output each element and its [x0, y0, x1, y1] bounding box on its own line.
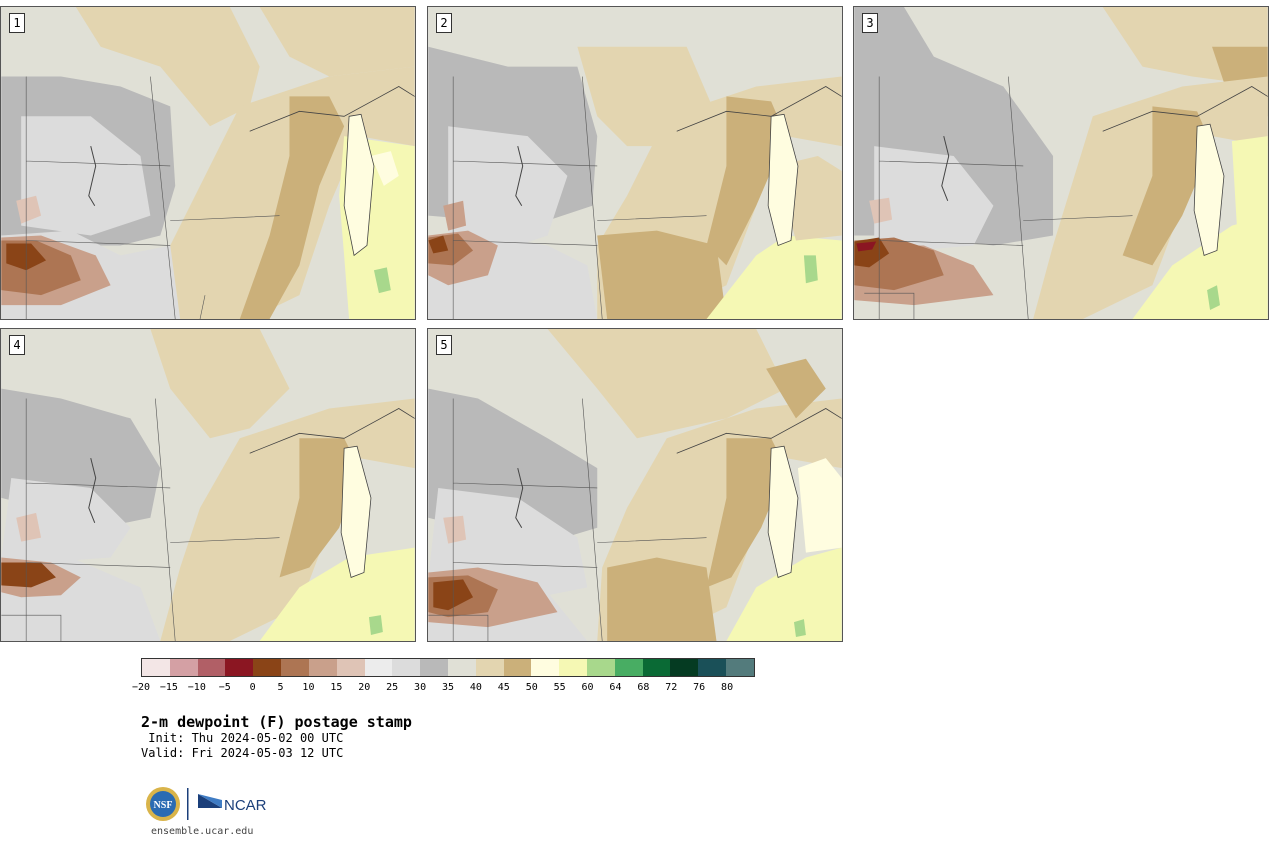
- colorbar-swatch: [559, 659, 587, 676]
- colorbar-tick-label: −20: [131, 682, 151, 693]
- nsf-logo: NSF: [146, 787, 180, 821]
- panel-number: 1: [9, 13, 25, 33]
- colorbar-tick-label: 60: [581, 682, 594, 693]
- colorbar-tick-label: 72: [665, 682, 678, 693]
- colorbar-tick-label: 10: [302, 682, 315, 693]
- colorbar-tick-label: 35: [441, 682, 455, 693]
- panel-number: 5: [436, 335, 452, 355]
- map-panel-1[interactable]: 1: [0, 6, 416, 320]
- dewpoint-map: [1, 329, 415, 641]
- nsf-logo-text: NSF: [154, 800, 173, 811]
- colorbar-tick-label: −5: [218, 682, 231, 693]
- colorbar-tick-label: 45: [497, 682, 510, 693]
- colorbar-tick-label: 5: [277, 682, 284, 693]
- dewpoint-map: [428, 329, 842, 641]
- colorbar-swatch: [364, 659, 393, 676]
- sponsor-logos: NSF NCAR: [145, 786, 275, 822]
- dewpoint-map: [1, 7, 415, 319]
- colorbar-swatch: [142, 659, 170, 676]
- colorbar-tick-label: 80: [721, 682, 734, 693]
- colorbar-tick-label: −15: [159, 682, 178, 693]
- colorbar-tick-label: 40: [469, 682, 482, 693]
- dewpoint-colorbar: [141, 658, 755, 677]
- colorbar-swatch: [225, 659, 254, 676]
- ncar-logo: NCAR: [198, 794, 267, 814]
- colorbar-tick-label: 68: [637, 682, 650, 693]
- valid-time: Valid: Fri 2024-05-03 12 UTC: [141, 746, 344, 760]
- map-panel-2[interactable]: 2: [427, 6, 843, 320]
- colorbar-swatch: [392, 659, 421, 676]
- colorbar-tick-label: 50: [525, 682, 538, 693]
- map-panel-3[interactable]: 3: [853, 6, 1269, 320]
- panel-number: 4: [9, 335, 25, 355]
- colorbar-swatch: [726, 659, 754, 676]
- dewpoint-map: [854, 7, 1268, 319]
- colorbar-swatch: [531, 659, 560, 676]
- colorbar-swatch: [308, 659, 337, 676]
- colorbar-swatch: [475, 659, 504, 676]
- colorbar-tick-label: 55: [553, 682, 566, 693]
- colorbar-tick-label: 25: [386, 682, 399, 693]
- colorbar-tick-label: 30: [414, 682, 427, 693]
- colorbar-swatch: [670, 659, 699, 676]
- colorbar-swatch: [614, 659, 643, 676]
- map-panel-4[interactable]: 4: [0, 328, 416, 642]
- figure-title: 2-m dewpoint (F) postage stamp: [141, 713, 412, 731]
- init-time: Init: Thu 2024-05-02 00 UTC: [141, 731, 344, 745]
- ncar-logo-text: NCAR: [224, 797, 267, 814]
- colorbar-tick-label: 64: [609, 682, 622, 693]
- colorbar-swatch: [503, 659, 532, 676]
- colorbar-swatch: [197, 659, 226, 676]
- colorbar-swatch: [336, 659, 365, 676]
- colorbar-swatch: [587, 659, 615, 676]
- colorbar-tick-label: 20: [358, 682, 371, 693]
- colorbar-swatch: [281, 659, 309, 676]
- colorbar-swatch: [642, 659, 671, 676]
- dewpoint-map: [428, 7, 842, 319]
- colorbar-swatch: [253, 659, 282, 676]
- colorbar-tick-label: 0: [249, 682, 256, 693]
- site-url: ensemble.ucar.edu: [151, 826, 254, 837]
- map-panel-5[interactable]: 5: [427, 328, 843, 642]
- colorbar-tick-label: 76: [693, 682, 706, 693]
- colorbar-swatch: [698, 659, 727, 676]
- panel-number: 3: [862, 13, 878, 33]
- colorbar-swatch: [447, 659, 476, 676]
- colorbar-tick-label: −10: [187, 682, 206, 693]
- colorbar-swatch: [169, 659, 198, 676]
- colorbar-tick-labels: −20 −15 −10 −5 0 5 10 15 20 25 30 35 40 45 50 55 60 64 68 7…: [132, 682, 755, 696]
- colorbar-swatch: [420, 659, 448, 676]
- panel-number: 2: [436, 13, 452, 33]
- colorbar-tick-label: 15: [330, 682, 343, 693]
